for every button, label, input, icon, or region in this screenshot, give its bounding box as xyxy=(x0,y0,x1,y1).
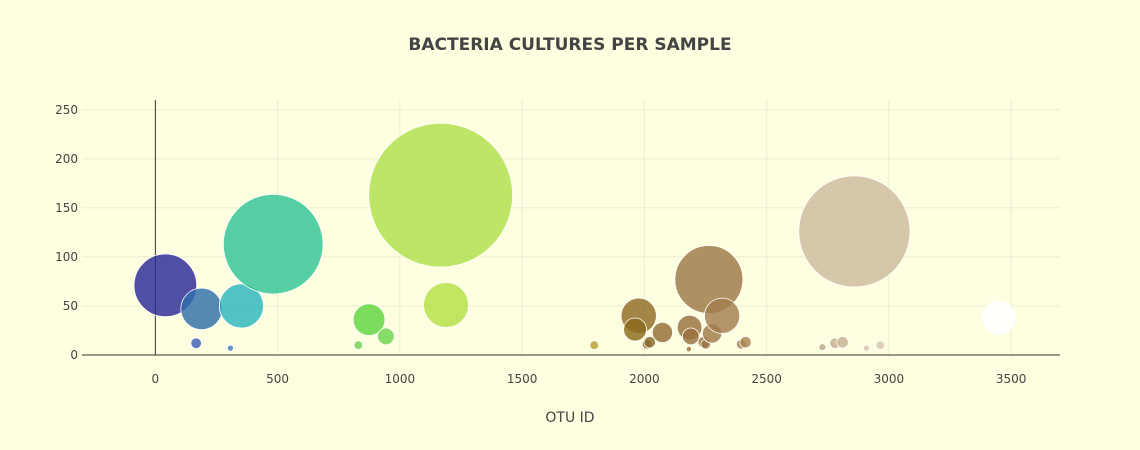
bubble-point[interactable] xyxy=(423,282,469,328)
bubble-point[interactable] xyxy=(685,346,692,353)
bubble-point[interactable] xyxy=(368,122,514,268)
bubble-point[interactable] xyxy=(180,287,223,331)
bubbles xyxy=(133,122,1017,353)
bubble-point[interactable] xyxy=(798,175,911,288)
x-tick-label: 2000 xyxy=(629,372,660,386)
x-tick-label: 3500 xyxy=(996,372,1027,386)
bubble-point[interactable] xyxy=(704,297,741,334)
bubble-point[interactable] xyxy=(133,253,198,318)
x-axis: 0 500 1000 1500 2000 2500 3000 3500 xyxy=(152,372,1027,386)
y-tick-label: 0 xyxy=(70,348,78,362)
bubble-point[interactable] xyxy=(589,340,600,351)
y-tick-label: 50 xyxy=(63,299,78,313)
bubble-point[interactable] xyxy=(875,340,886,351)
y-axis: 0 50 100 150 200 250 xyxy=(55,103,78,362)
bubble-point[interactable] xyxy=(352,303,386,336)
bubble-point[interactable] xyxy=(623,317,647,342)
bubble-point[interactable] xyxy=(818,343,827,352)
x-tick-label: 500 xyxy=(266,372,289,386)
bubble-point[interactable] xyxy=(862,344,870,352)
x-tick-label: 2500 xyxy=(751,372,782,386)
x-axis-label: OTU ID xyxy=(545,410,594,426)
y-tick-label: 100 xyxy=(55,250,78,264)
bubble-point[interactable] xyxy=(190,337,202,349)
bubble-point[interactable] xyxy=(353,340,364,351)
x-tick-label: 0 xyxy=(152,372,160,386)
chart-title: BACTERIA CULTURES PER SAMPLE xyxy=(408,35,731,55)
y-tick-label: 150 xyxy=(55,201,78,215)
bubble-point[interactable] xyxy=(682,327,700,346)
bubble-point[interactable] xyxy=(739,336,752,349)
bubble-point[interactable] xyxy=(377,327,395,346)
bubble-point[interactable] xyxy=(218,283,264,329)
x-tick-label: 1000 xyxy=(385,372,416,386)
bubble-point[interactable] xyxy=(222,193,324,295)
bubble-point[interactable] xyxy=(981,300,1017,335)
bubble-point[interactable] xyxy=(643,336,656,349)
bubble-point[interactable] xyxy=(226,344,234,352)
y-tick-label: 250 xyxy=(55,103,78,117)
bubble-point[interactable] xyxy=(651,321,673,343)
y-tick-label: 200 xyxy=(55,152,78,166)
x-tick-label: 3000 xyxy=(874,372,905,386)
bubble-point[interactable] xyxy=(836,336,849,349)
x-tick-label: 1500 xyxy=(507,372,538,386)
